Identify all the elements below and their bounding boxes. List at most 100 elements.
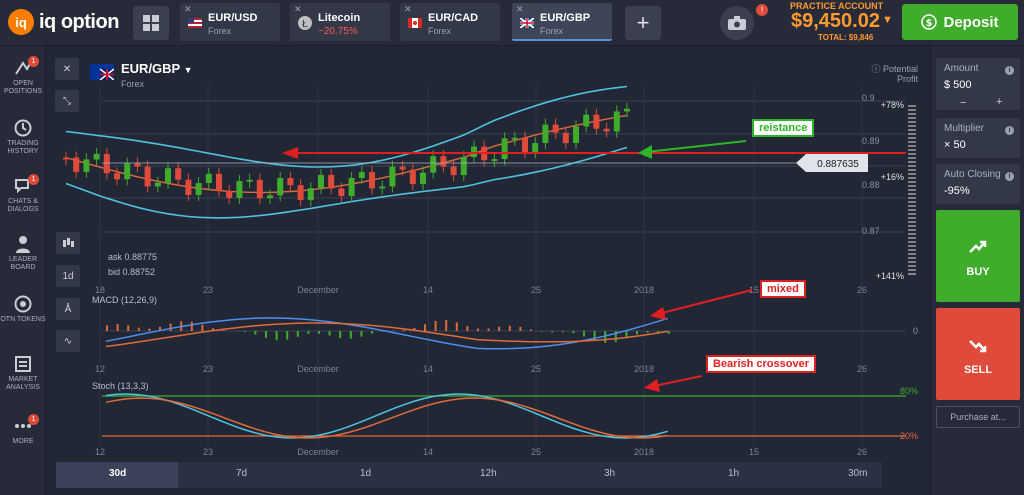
- info-icon[interactable]: i: [1005, 66, 1014, 75]
- price-chart[interactable]: 0.9 0.89 0.88 0.87 18 23 December 14 25 2018 15 26 1…: [46, 46, 930, 495]
- tab-eur-gbp[interactable]: ✕ EUR/GBP Forex: [512, 3, 612, 41]
- stoch-level: 80%: [900, 386, 918, 396]
- buy-chart-icon: [969, 240, 987, 253]
- x-tick-label: 23: [203, 447, 213, 457]
- purchase-at-button[interactable]: Purchase at...: [936, 406, 1020, 428]
- chart-area[interactable]: 0.9 0.89 0.88 0.87 18 23 December 14 25 2018 15 26 1…: [46, 46, 930, 495]
- camera-button[interactable]: [720, 6, 754, 40]
- candle-body: [358, 172, 365, 178]
- timeframe-12h[interactable]: 12h: [480, 468, 497, 479]
- multiplier-label: Multiplier: [944, 123, 985, 134]
- bid-price: bid 0.88752: [108, 267, 156, 277]
- logo[interactable]: iq iq option: [8, 9, 119, 35]
- timeframe-30m[interactable]: 30m: [848, 468, 868, 479]
- close-icon[interactable]: ✕: [184, 4, 192, 14]
- macd-histogram-bar: [561, 331, 564, 333]
- candle-body: [624, 108, 630, 112]
- autoclose-value[interactable]: -95%: [944, 185, 970, 197]
- sidebar-item-leaderboard[interactable]: LEADER BOARD: [0, 234, 46, 272]
- logo-icon: iq: [8, 9, 34, 35]
- sidebar-item-otn-tokens[interactable]: OTN TOKENS: [0, 294, 46, 324]
- candle-body: [379, 186, 386, 189]
- candle-body: [522, 137, 528, 153]
- candle-body: [450, 166, 457, 176]
- arrow-bearish: [653, 375, 703, 387]
- info-icon[interactable]: i: [1005, 126, 1014, 135]
- macd-histogram-bar: [402, 329, 405, 331]
- macd-histogram-bar: [498, 326, 501, 331]
- sidebar-item-market-analysis[interactable]: MARKET ANALYSIS: [0, 354, 46, 392]
- draw-icon: ∿: [63, 335, 73, 347]
- plus-icon: +: [636, 10, 650, 35]
- bollinger-lower: [65, 146, 628, 219]
- chevron-down-icon[interactable]: ▼: [882, 14, 893, 26]
- chart-type-button[interactable]: [56, 232, 80, 254]
- multiplier-field[interactable]: Multiplier i × 50: [936, 118, 1020, 158]
- stoch-label[interactable]: Stoch (13,3,3): [92, 381, 149, 391]
- drawing-tools-button[interactable]: ∿: [56, 330, 80, 352]
- ask-price: ask 0.88775: [108, 252, 158, 262]
- candle-period-button[interactable]: 1d: [56, 265, 80, 287]
- timeframe-30d[interactable]: 30d: [109, 468, 127, 479]
- sidebar-item-trading-history[interactable]: TRADING HISTORY: [0, 118, 46, 156]
- minus-button[interactable]: −: [960, 97, 967, 109]
- sell-button[interactable]: SELL: [936, 308, 1020, 400]
- annotation-resistance: reistance: [752, 119, 815, 137]
- macd-label[interactable]: MACD (12,26,9): [92, 295, 158, 305]
- tab-litecoin[interactable]: ✕ Ł Litecoin −20.75%: [290, 3, 390, 41]
- timeframe-3h[interactable]: 3h: [604, 468, 616, 479]
- sidebar-item-more[interactable]: 1 MORE: [0, 414, 46, 446]
- resistance-arrowhead: [282, 147, 298, 159]
- macd-signal-line: [105, 322, 668, 348]
- deposit-button[interactable]: $ Deposit: [902, 4, 1018, 40]
- add-tab-button[interactable]: +: [625, 6, 661, 40]
- plus-button[interactable]: +: [996, 96, 1003, 108]
- amount-field[interactable]: Amount i $ 500 − +: [936, 58, 1020, 110]
- buy-button[interactable]: BUY: [936, 210, 1020, 302]
- candle-body: [277, 178, 284, 196]
- tab-eur-usd[interactable]: ✕ EUR/USD Forex: [180, 3, 280, 41]
- fullscreen-button[interactable]: ⤡: [55, 90, 79, 112]
- history-icon: [14, 119, 32, 137]
- macd-histogram-bar: [159, 326, 161, 331]
- macd-histogram-bar: [127, 325, 130, 331]
- macd-histogram-bar: [360, 331, 363, 337]
- timeframe-1d[interactable]: 1d: [360, 468, 372, 479]
- macd-histogram-bar: [328, 331, 331, 336]
- multiplier-value[interactable]: × 50: [944, 139, 966, 151]
- candle-body: [338, 188, 345, 197]
- amount-value[interactable]: $ 500: [944, 79, 972, 91]
- left-sidebar: 1 OPEN POSITIONS TRADING HISTORY 1 CHATS…: [0, 46, 46, 495]
- x-tick-label: 26: [857, 364, 867, 374]
- macd-histogram-bar: [466, 326, 469, 331]
- macd-histogram-bar: [593, 331, 596, 341]
- x-tick-label: December: [297, 285, 339, 295]
- candle-body: [501, 138, 508, 160]
- close-chart-button[interactable]: ✕: [55, 58, 79, 80]
- sidebar-item-open-positions[interactable]: 1 OPEN POSITIONS: [0, 56, 46, 96]
- macd-line: [105, 317, 669, 350]
- tab-name: EUR/USD: [208, 12, 258, 24]
- sell-label: SELL: [963, 364, 993, 376]
- price-tick-label: 0.89: [862, 136, 880, 146]
- indicators-button[interactable]: Å: [56, 298, 80, 320]
- pair-selector[interactable]: EUR/GBP ▼: [121, 61, 193, 76]
- timeframe-1h[interactable]: 1h: [728, 468, 740, 479]
- period-label: 1d: [62, 270, 74, 282]
- macd-histogram-bar: [349, 331, 352, 339]
- info-icon[interactable]: i: [1005, 172, 1014, 181]
- close-icon[interactable]: ✕: [516, 4, 524, 14]
- account-balance[interactable]: $9,450.02: [791, 10, 880, 32]
- close-icon[interactable]: ✕: [404, 4, 412, 14]
- grid-icon: [143, 15, 159, 31]
- auto-closing-field[interactable]: Auto Closing i -95%: [936, 164, 1020, 204]
- stoch-d-line: [105, 397, 668, 439]
- timeframe-7d[interactable]: 7d: [236, 468, 248, 479]
- timeframe-bar: 30d 7d 1d 12h 3h 1h 30m: [56, 462, 882, 488]
- close-icon: ✕: [62, 63, 72, 75]
- sidebar-item-chats[interactable]: 1 CHATS & DIALOGS: [0, 174, 46, 214]
- close-icon[interactable]: ✕: [294, 4, 302, 14]
- arrow-green-head: [638, 145, 652, 159]
- tab-eur-cad[interactable]: ✕ EUR/CAD Forex: [400, 3, 500, 41]
- asset-grid-button[interactable]: [133, 6, 169, 40]
